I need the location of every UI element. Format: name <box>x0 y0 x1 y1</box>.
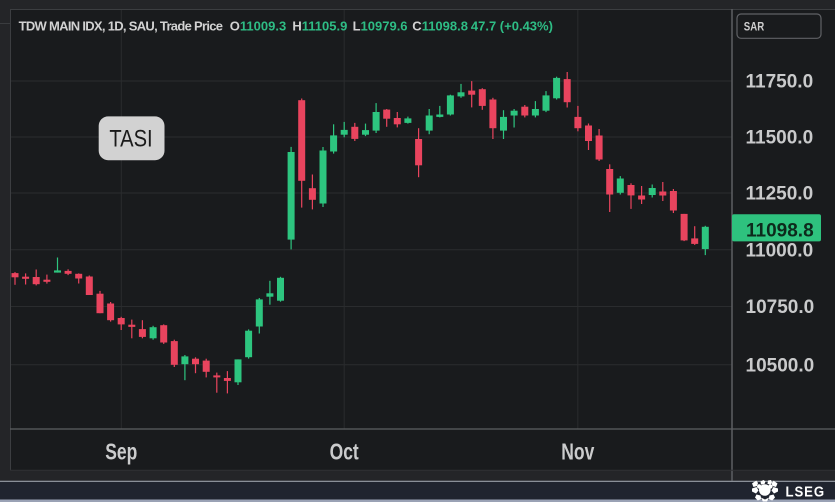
svg-text:Oct: Oct <box>330 440 359 465</box>
svg-text:LSEG: LSEG <box>786 484 826 500</box>
svg-text:11500.0: 11500.0 <box>746 128 814 149</box>
svg-text:TDW MAIN IDX, 1D, SAU, Trade P: TDW MAIN IDX, 1D, SAU, Trade Price <box>19 18 223 33</box>
svg-text:11250.0: 11250.0 <box>746 184 814 205</box>
svg-text:Nov: Nov <box>561 440 595 465</box>
svg-text:10500.0: 10500.0 <box>746 355 815 376</box>
svg-text:SAR: SAR <box>744 20 765 34</box>
svg-text:TASI: TASI <box>109 125 152 152</box>
svg-text:C11098.8: C11098.8 <box>412 18 468 33</box>
svg-text:Sep: Sep <box>105 440 137 465</box>
svg-text:11098.8: 11098.8 <box>746 221 814 242</box>
svg-text:L10979.6: L10979.6 <box>353 18 408 33</box>
svg-text:47.7 (+0.43%): 47.7 (+0.43%) <box>471 18 553 33</box>
svg-text:11000.0: 11000.0 <box>746 241 814 262</box>
svg-text:10750.0: 10750.0 <box>746 297 815 318</box>
svg-text:11750.0: 11750.0 <box>746 72 814 93</box>
svg-text:H11105.9: H11105.9 <box>292 18 347 33</box>
svg-text:O11009.3: O11009.3 <box>230 18 286 33</box>
